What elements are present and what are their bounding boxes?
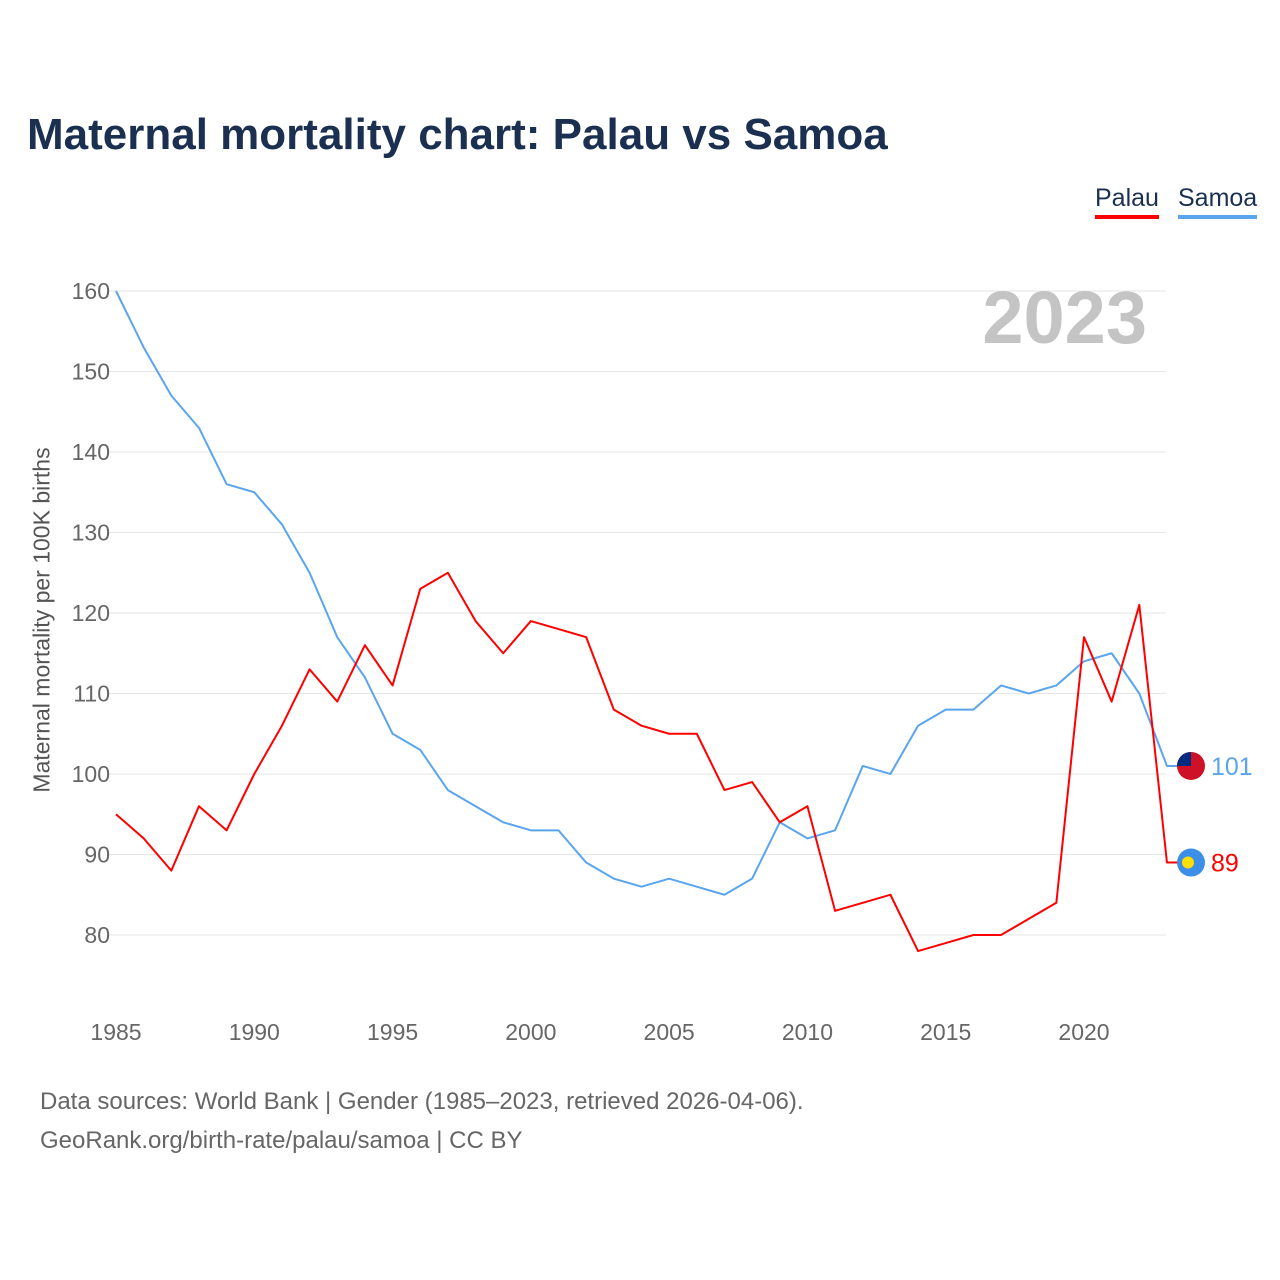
flag-moon-icon <box>1182 856 1194 869</box>
credit-link[interactable]: GeoRank.org/birth-rate/palau/samoa | CC … <box>40 1127 523 1154</box>
flag-canton-icon <box>1177 751 1191 766</box>
y-tick-label: 150 <box>72 359 110 385</box>
x-tick-label: 2010 <box>782 1019 833 1045</box>
x-tick-label: 2020 <box>1058 1019 1109 1045</box>
x-tick-label: 2005 <box>644 1019 695 1045</box>
legend-palau[interactable]: Palau <box>1095 184 1159 219</box>
legend-samoa[interactable]: Samoa <box>1178 184 1258 219</box>
x-tick-label: 2015 <box>920 1019 971 1045</box>
chart-title: Maternal mortality chart: Palau vs Samoa <box>27 110 888 159</box>
end-value-label: 101 <box>1211 753 1253 781</box>
x-tick-label: 2000 <box>505 1019 556 1045</box>
data-source: Data sources: World Bank | Gender (1985–… <box>40 1088 804 1115</box>
current-year-label: 2023 <box>982 276 1147 359</box>
y-tick-label: 160 <box>72 278 110 304</box>
x-tick-label: 1985 <box>90 1019 141 1045</box>
y-tick-label: 140 <box>72 439 110 465</box>
series-line-samoa <box>115 290 1179 896</box>
y-tick-label: 120 <box>72 600 110 626</box>
end-value-label: 89 <box>1211 850 1239 878</box>
y-tick-label: 110 <box>73 681 110 707</box>
series-line-palau <box>115 571 1179 953</box>
y-tick-label: 130 <box>72 520 110 546</box>
y-tick-label: 100 <box>72 761 110 787</box>
x-tick-label: 1990 <box>229 1019 280 1045</box>
y-tick-label: 90 <box>84 842 110 868</box>
y-tick-label: 80 <box>84 922 110 948</box>
x-tick-label: 1995 <box>367 1019 418 1045</box>
